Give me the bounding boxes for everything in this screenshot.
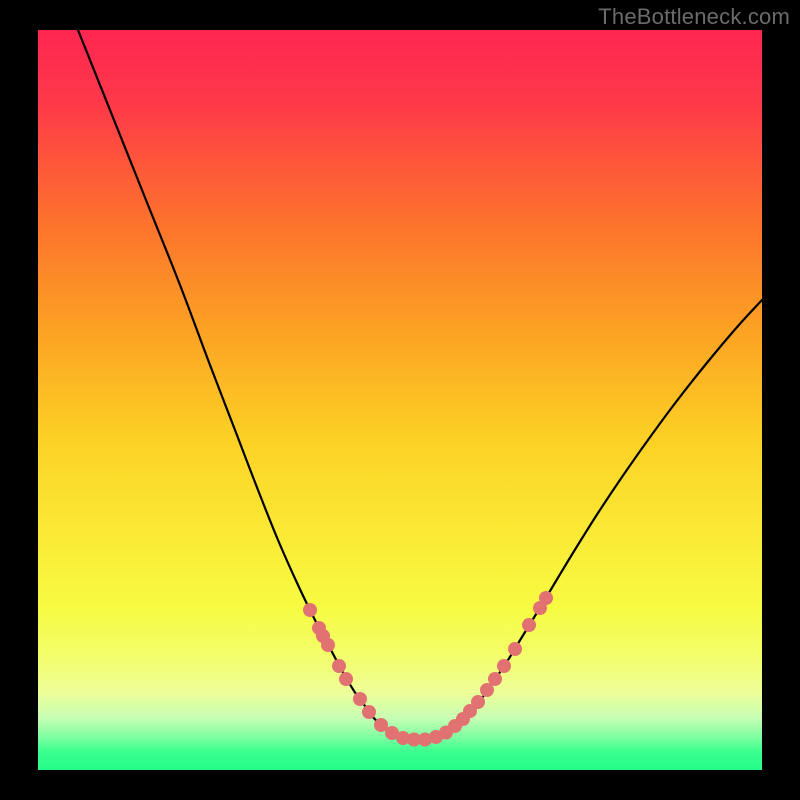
scatter-point bbox=[522, 618, 536, 632]
scatter-point bbox=[539, 591, 553, 605]
plot-svg bbox=[38, 30, 762, 770]
scatter-point bbox=[332, 659, 346, 673]
plot-area bbox=[38, 30, 762, 770]
scatter-point bbox=[471, 695, 485, 709]
scatter-point bbox=[353, 692, 367, 706]
scatter-point bbox=[488, 672, 502, 686]
scatter-point bbox=[497, 659, 511, 673]
scatter-point bbox=[508, 642, 522, 656]
scatter-point bbox=[303, 603, 317, 617]
watermark-text: TheBottleneck.com bbox=[598, 4, 790, 30]
chart-stage: TheBottleneck.com bbox=[0, 0, 800, 800]
scatter-point bbox=[321, 638, 335, 652]
gradient-background bbox=[38, 30, 762, 770]
scatter-point bbox=[339, 672, 353, 686]
scatter-point bbox=[362, 705, 376, 719]
